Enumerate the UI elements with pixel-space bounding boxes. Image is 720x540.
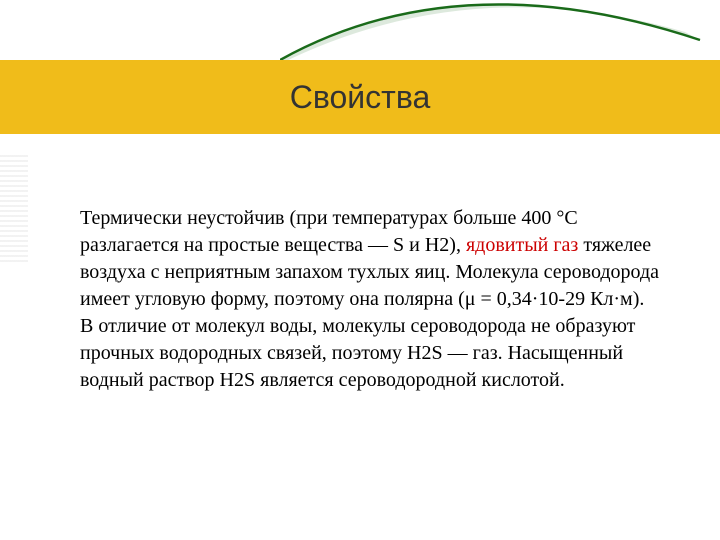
body-segment-2: тяжелее воздуха с неприятным запахом тух…	[80, 234, 659, 391]
danger-phrase: ядовитый газ	[466, 234, 578, 256]
slide-title: Свойства	[290, 79, 431, 116]
title-band: Свойства	[0, 60, 720, 134]
left-decorative-bar	[0, 155, 28, 265]
body-paragraph: Термически неустойчив (при температурах …	[80, 205, 660, 394]
